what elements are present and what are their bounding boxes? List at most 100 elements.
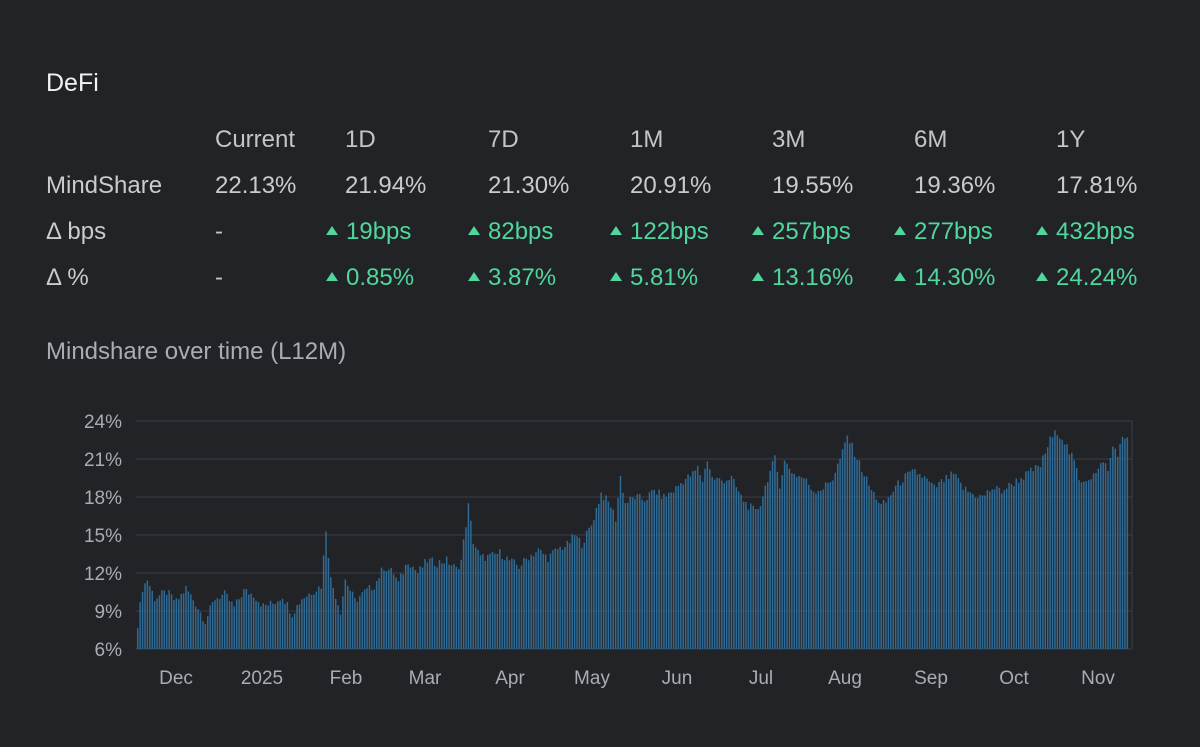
- bar: [875, 499, 878, 649]
- bar: [231, 601, 233, 649]
- bar: [467, 503, 470, 649]
- bar: [486, 554, 489, 649]
- bar: [1063, 444, 1066, 649]
- bar: [622, 492, 624, 649]
- bar: [363, 589, 366, 649]
- bar: [503, 560, 506, 649]
- bar: [228, 601, 231, 649]
- bar: [752, 505, 754, 649]
- delta-pct-1d: 0.85%: [326, 260, 414, 296]
- delta-bps-1y-value: 432bps: [1056, 218, 1135, 245]
- bar: [745, 501, 747, 649]
- bar: [375, 581, 378, 649]
- bar: [322, 555, 325, 649]
- bar: [696, 465, 699, 649]
- bar: [1109, 458, 1112, 649]
- bar: [281, 598, 284, 649]
- bar: [822, 489, 824, 649]
- bar: [564, 547, 566, 649]
- bar: [783, 460, 786, 649]
- y-tick-label: 9%: [95, 602, 123, 623]
- bar: [795, 477, 798, 649]
- triangle-up-icon: [752, 272, 764, 281]
- delta-pct-1y-value: 24.24%: [1056, 264, 1138, 291]
- bar: [614, 521, 617, 649]
- bar: [310, 594, 313, 649]
- bar: [298, 604, 301, 649]
- bar: [286, 601, 289, 649]
- bar: [544, 554, 547, 649]
- bar: [629, 496, 631, 649]
- column-header-1y: 1Y: [1056, 126, 1086, 153]
- mindshare-1y: 17.81%: [1056, 172, 1138, 199]
- bar: [605, 495, 607, 649]
- bar: [211, 602, 214, 649]
- bar: [540, 549, 542, 649]
- bar: [1112, 446, 1114, 649]
- bar: [240, 597, 243, 649]
- bar: [513, 559, 516, 649]
- bar: [477, 549, 479, 649]
- bar: [1046, 447, 1049, 649]
- bar: [552, 550, 554, 649]
- x-tick-label: Sep: [914, 668, 948, 689]
- bar: [412, 566, 414, 649]
- bar: [233, 606, 236, 649]
- bar: [334, 598, 337, 649]
- bar: [602, 499, 605, 649]
- bar: [264, 604, 267, 649]
- delta-bps-7d-value: 82bps: [488, 218, 554, 245]
- mindshare-1m: 20.91%: [630, 172, 712, 199]
- bar: [528, 560, 530, 649]
- triangle-up-icon: [326, 226, 338, 235]
- bar: [438, 560, 441, 649]
- bar: [923, 476, 926, 649]
- mindshare-7d: 21.30%: [488, 172, 570, 199]
- bar: [648, 492, 651, 649]
- bar: [721, 480, 723, 649]
- bar: [216, 598, 219, 649]
- bar: [1092, 473, 1095, 649]
- bar: [863, 476, 865, 649]
- bar: [880, 503, 882, 649]
- bar: [462, 539, 465, 649]
- bar: [1097, 468, 1100, 649]
- bar: [1071, 452, 1073, 649]
- bar: [976, 498, 979, 649]
- column-header-1m: 1M: [630, 126, 664, 153]
- bar: [158, 595, 161, 649]
- bar: [178, 599, 180, 649]
- bar: [716, 477, 718, 649]
- bar: [815, 493, 817, 649]
- bar: [781, 475, 783, 649]
- row-label-mindshare: MindShare: [46, 172, 163, 199]
- bar: [754, 509, 757, 649]
- bar: [373, 589, 376, 649]
- delta-pct-1m-value: 5.81%: [630, 264, 699, 291]
- bar: [1005, 488, 1008, 649]
- bar: [832, 480, 834, 649]
- bar: [330, 577, 332, 649]
- bar: [1010, 484, 1013, 649]
- bar: [499, 549, 501, 649]
- bar: [1039, 467, 1042, 649]
- x-tick-label: Jun: [662, 668, 693, 689]
- bar: [735, 487, 738, 649]
- bar: [146, 580, 149, 649]
- bar: [1078, 480, 1080, 649]
- bar: [836, 463, 839, 649]
- bar: [786, 463, 788, 649]
- triangle-up-icon: [610, 226, 622, 235]
- bar: [1066, 444, 1068, 649]
- column-header-3m: 3M: [772, 126, 806, 153]
- bar: [981, 495, 984, 649]
- bar: [1008, 482, 1010, 649]
- mindshare-current: 22.13%: [215, 172, 297, 199]
- chart-title: Mindshare over time (L12M): [46, 338, 347, 365]
- bar: [484, 560, 487, 649]
- bar: [655, 494, 658, 649]
- metrics-row-delta-pct: Δ % - 0.85% 3.87% 5.81% 13.16% 14.30% 24…: [46, 260, 1166, 296]
- bar: [641, 499, 643, 649]
- bar: [1001, 493, 1003, 649]
- bar: [1030, 467, 1032, 649]
